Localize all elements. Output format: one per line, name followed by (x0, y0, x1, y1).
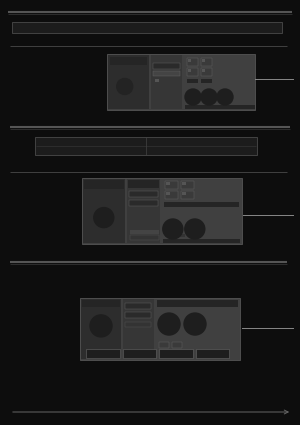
Circle shape (170, 226, 176, 232)
Bar (157, 300, 238, 307)
Bar (163, 239, 240, 243)
Circle shape (163, 219, 183, 239)
Bar (80, 298, 240, 360)
Bar (182, 192, 186, 195)
Bar (188, 59, 191, 62)
Bar (153, 63, 180, 69)
Bar (202, 69, 205, 72)
Circle shape (98, 323, 104, 329)
Circle shape (185, 89, 201, 105)
Bar (187, 79, 198, 83)
Circle shape (203, 91, 215, 103)
Bar (82, 178, 242, 244)
Bar (181, 191, 194, 199)
Bar (12, 22, 282, 33)
Bar (110, 57, 147, 65)
Bar (165, 234, 173, 237)
Circle shape (192, 321, 198, 327)
Bar (201, 68, 212, 76)
Bar (201, 79, 212, 83)
Circle shape (94, 207, 114, 228)
Circle shape (93, 318, 109, 334)
Bar (159, 349, 193, 358)
Bar (152, 55, 182, 109)
Bar (129, 200, 158, 206)
Circle shape (185, 219, 205, 239)
Bar (108, 55, 149, 109)
Circle shape (222, 94, 228, 100)
Bar (83, 179, 124, 243)
Circle shape (201, 89, 217, 105)
Bar (172, 342, 182, 348)
Circle shape (166, 321, 172, 327)
Circle shape (161, 316, 177, 332)
Bar (187, 58, 198, 66)
Bar (196, 349, 229, 358)
Bar (187, 68, 198, 76)
Circle shape (187, 316, 203, 332)
Bar (84, 180, 124, 189)
Bar (202, 59, 205, 62)
Bar (130, 235, 159, 240)
Circle shape (119, 80, 131, 93)
Bar (182, 182, 186, 185)
Bar (166, 192, 170, 195)
Bar (188, 69, 191, 72)
Bar (155, 79, 159, 82)
Bar (122, 349, 156, 358)
Bar (125, 303, 151, 309)
Bar (153, 71, 180, 76)
Circle shape (217, 89, 233, 105)
Bar (201, 58, 212, 66)
Bar (159, 342, 169, 348)
Circle shape (123, 85, 127, 88)
Bar (107, 54, 255, 110)
Bar (35, 137, 257, 155)
Circle shape (101, 215, 107, 221)
Circle shape (187, 91, 199, 103)
Bar (123, 299, 154, 359)
Circle shape (190, 94, 196, 100)
Circle shape (184, 313, 206, 335)
Bar (125, 322, 151, 327)
Circle shape (188, 222, 202, 236)
Bar (125, 312, 151, 318)
Bar (86, 349, 119, 358)
Circle shape (90, 315, 112, 337)
Bar (82, 300, 120, 307)
Bar (164, 202, 239, 207)
Bar (166, 182, 170, 185)
Circle shape (219, 91, 231, 103)
Bar (129, 191, 158, 197)
Circle shape (97, 211, 111, 224)
Circle shape (166, 222, 180, 236)
Bar (185, 105, 255, 109)
Bar (130, 230, 159, 234)
Bar (128, 180, 159, 188)
Bar (189, 234, 197, 237)
Bar (177, 234, 185, 237)
Circle shape (192, 226, 198, 232)
Circle shape (206, 94, 212, 100)
Bar (165, 181, 178, 189)
Circle shape (158, 313, 180, 335)
Circle shape (117, 79, 133, 94)
Bar (181, 181, 194, 189)
Bar (165, 191, 178, 199)
Bar (127, 179, 160, 243)
Bar (81, 299, 121, 359)
